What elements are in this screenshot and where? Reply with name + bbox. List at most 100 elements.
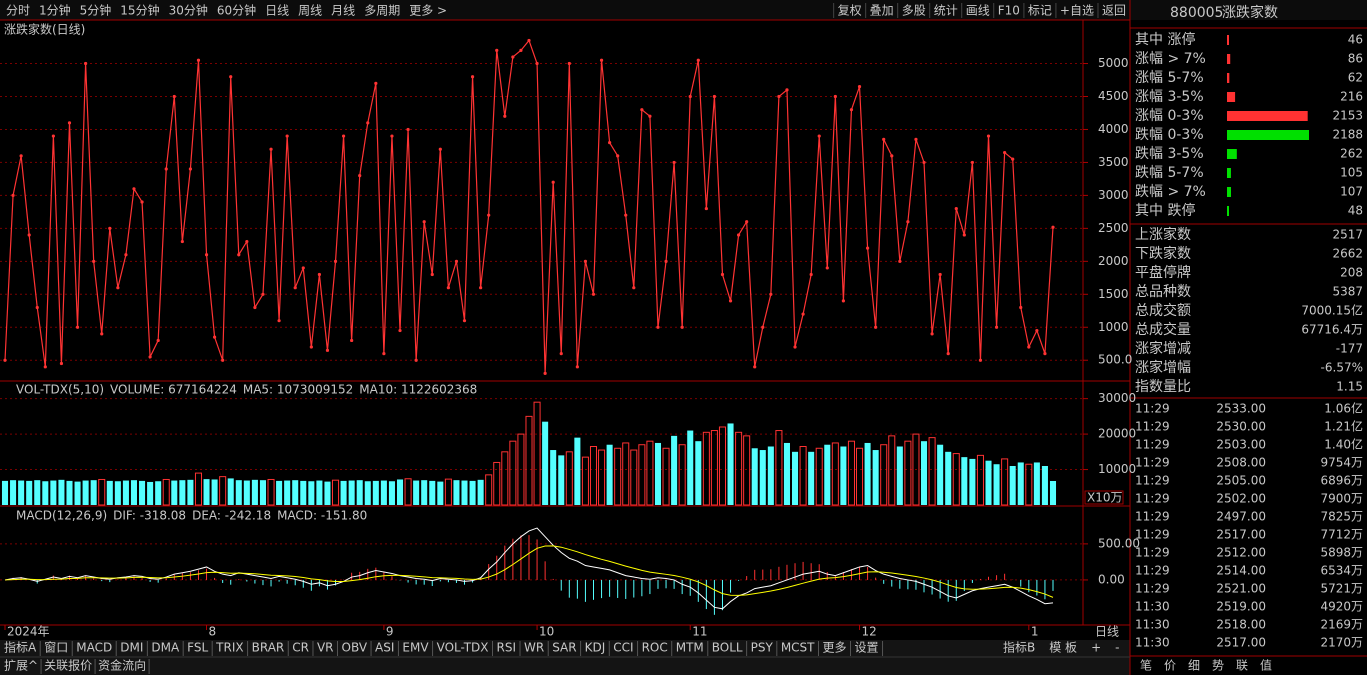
indicator-tab[interactable]: ROC [642,641,668,655]
period-tab[interactable]: 月线 [331,4,355,18]
period-tab[interactable]: 30分钟 [169,3,208,18]
indicator-tab[interactable]: DMA [151,641,180,655]
indicator-tab[interactable]: 更多 [823,641,847,655]
side-tab[interactable]: 联 [1236,659,1248,673]
tool-button[interactable]: 统计 [934,4,958,18]
volume-bar [928,437,936,506]
indicator-tab[interactable]: CR [292,641,309,655]
summary-label: 总成交额 [1135,302,1191,319]
tool-button[interactable]: F10 [998,4,1020,18]
volume-bar [50,480,57,505]
indicator-tab[interactable]: VR [317,641,334,655]
data-point [390,134,394,138]
tool-button[interactable]: 标记 [1028,4,1052,18]
data-point [865,246,870,250]
tool-button[interactable]: 复权 [838,4,862,18]
tool-button[interactable]: 返回 [1102,4,1126,18]
period-tab[interactable]: 分时 [6,4,30,18]
side-tab[interactable]: 势 [1212,659,1224,673]
indicator-tab[interactable]: 指标A [4,640,37,655]
volume-bar [646,440,654,506]
period-tab[interactable]: 5分钟 [80,3,112,18]
indicator-tab[interactable]: EMV [402,641,429,655]
period-tab[interactable]: 1分钟 [39,3,71,18]
volume-bar [735,431,743,506]
toolbar-bg [0,0,1367,20]
period-tab[interactable]: 周线 [298,4,322,18]
volume-bar [477,479,484,505]
breadth-value: 216 [1340,90,1363,104]
data-point [857,85,862,89]
indicator-tab[interactable]: PSY [751,641,774,655]
side-tab[interactable]: 细 [1188,659,1200,673]
summary-label: 平盘停牌 [1135,264,1191,281]
indicator-tab[interactable]: - [1115,641,1119,655]
side-tab[interactable]: 笔 [1140,658,1152,673]
tool-button[interactable]: 叠加 [870,4,894,18]
side-tab[interactable]: 值 [1260,658,1272,673]
side-tab[interactable]: 价 [1164,659,1176,673]
indicator-tab[interactable]: CCI [613,641,633,655]
chart-title: 涨跌家数(日线) [4,22,85,37]
volume-bar [912,433,920,506]
indicator-tab[interactable]: TRIX [215,641,243,655]
volume-bar [26,480,33,505]
tool-button[interactable]: 多股 [902,4,926,18]
footer-tab[interactable]: 资金流向 [98,658,146,673]
data-point [930,332,934,336]
indicator-tab[interactable]: DMI [120,641,143,655]
data-point [745,220,749,224]
tool-button[interactable]: +自选 [1060,4,1094,18]
indicator-tab[interactable]: MTM [676,641,704,655]
period-tab[interactable]: 15分钟 [120,3,159,18]
indicator-tab[interactable]: RSI [497,641,517,655]
breadth-value: 62 [1348,71,1363,85]
footer-tab[interactable]: 关联报价 [44,658,92,673]
data-point [116,286,120,290]
y-tick-label: 2500 [1098,221,1129,235]
data-point [962,233,966,237]
volume-bar [687,430,694,505]
indicator-tab[interactable]: 模 板 [1049,641,1077,655]
volume-bar [34,480,41,505]
data-point [519,48,523,52]
data-point [132,187,136,191]
indicator-tab[interactable]: 设置 [855,641,879,655]
trade-price: 2497.00 [1216,510,1266,524]
breadth-bar [1227,54,1231,64]
indicator-tab[interactable]: 窗口 [44,641,68,655]
y-tick-label: 2000 [1098,254,1129,268]
volume-bar [558,455,565,505]
period-tab[interactable]: 多周期 [364,4,400,18]
tool-button[interactable]: 画线 [966,4,990,18]
trade-price: 2505.00 [1216,474,1266,488]
indicator-tab[interactable]: ASI [375,641,394,655]
indicator-tab[interactable]: KDJ [585,641,606,655]
volume-bar [525,415,533,506]
indicator-tab[interactable]: VOL-TDX [437,641,489,655]
indicator-tab[interactable]: SAR [552,641,576,655]
indicator-tab[interactable]: FSL [187,641,208,655]
indicator-tab[interactable]: 指标B [1003,640,1035,655]
data-point [583,259,588,263]
footer-tab[interactable]: 扩展^ [4,659,38,673]
indicator-tab[interactable]: WR [524,641,544,655]
period-tab[interactable]: 60分钟 [217,3,256,18]
indicator-tab[interactable]: MCST [781,641,815,655]
trade-volume: 1.40亿 [1324,437,1363,452]
summary-value: 67716.4万 [1301,323,1363,337]
period-tab[interactable]: 日线 [265,4,289,18]
volume-bar [961,457,968,505]
volume-bar [243,480,250,505]
indicator-tab[interactable]: MACD [76,641,112,655]
period-label: 日线 [1095,625,1119,639]
indicator-tab[interactable]: BRAR [252,641,285,655]
indicator-tab[interactable]: OBV [342,641,368,655]
period-tab[interactable]: 更多 > [409,4,447,18]
summary-label: 总成交量 [1135,321,1191,338]
volume-bar [388,481,395,505]
data-point [245,239,249,244]
indicator-tab[interactable]: + [1091,641,1101,655]
data-point [954,206,958,211]
indicator-tab[interactable]: BOLL [712,641,743,655]
